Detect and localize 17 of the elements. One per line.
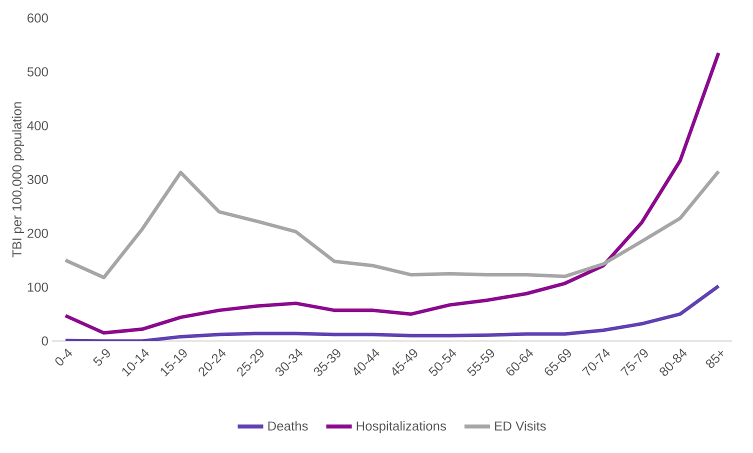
line-series bbox=[64, 284, 720, 341]
y-tick-label: 400 bbox=[27, 121, 48, 130]
x-tick-label: 5-9 bbox=[92, 349, 110, 366]
x-tick-label: 85+ bbox=[706, 350, 724, 368]
legend-label: Hospitalizations bbox=[356, 421, 446, 434]
y-tick-label: 100 bbox=[28, 282, 48, 292]
y-tick-label: 600 bbox=[28, 13, 48, 23]
legend-label: Deaths bbox=[268, 421, 308, 431]
y-axis-title: TBI per 100,000 population bbox=[12, 102, 24, 258]
legend-label: ED Visits bbox=[495, 421, 546, 431]
line-series bbox=[64, 170, 720, 280]
x-tick-label: 0-4 bbox=[55, 348, 72, 366]
y-tick-label: 0 bbox=[42, 336, 48, 346]
y-tick-label: 300 bbox=[27, 174, 48, 184]
y-tick-label: 200 bbox=[28, 228, 48, 238]
y-tick-label: 500 bbox=[27, 67, 48, 76]
line-series bbox=[64, 51, 720, 335]
